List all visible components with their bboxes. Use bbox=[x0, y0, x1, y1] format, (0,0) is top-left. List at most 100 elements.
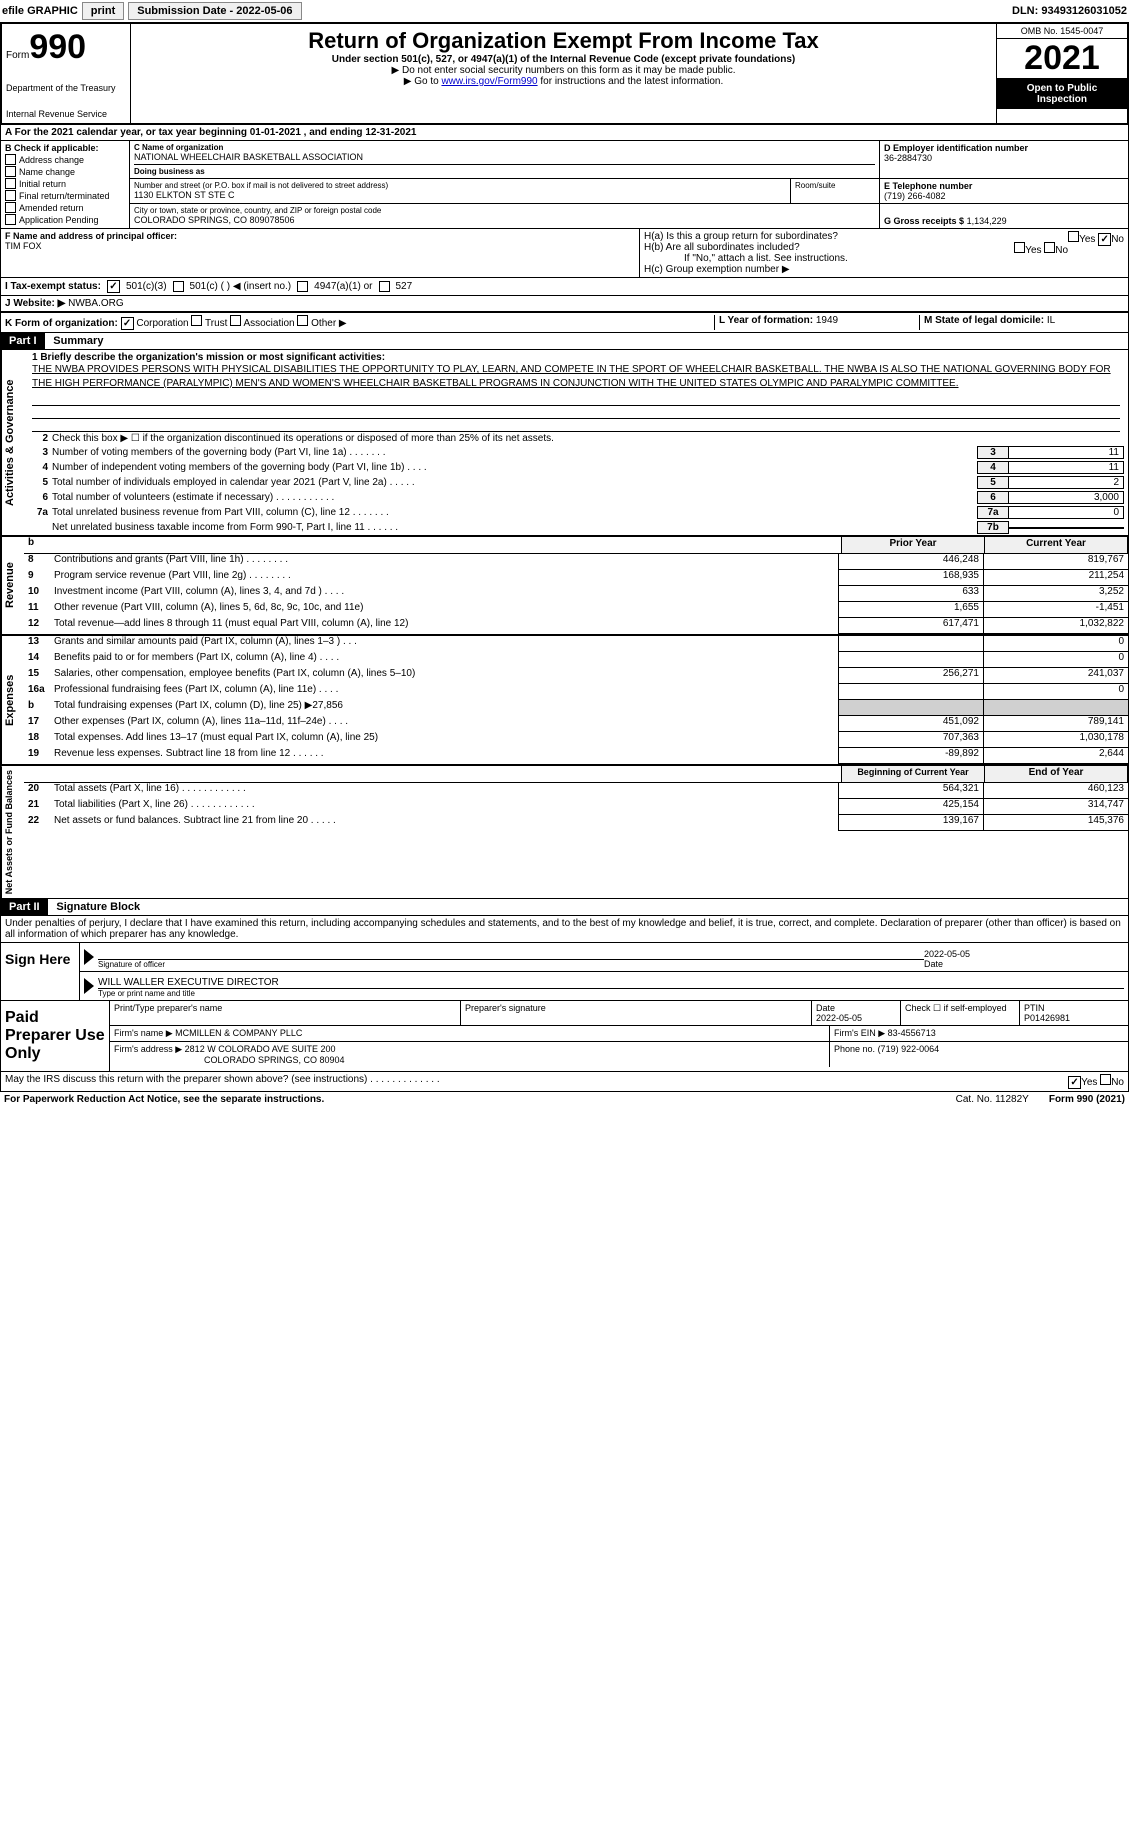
line-num: 20 bbox=[24, 783, 52, 799]
print-button[interactable]: print bbox=[82, 2, 124, 20]
dba-label: Doing business as bbox=[134, 167, 875, 176]
k-row: K Form of organization: ✓ Corporation Tr… bbox=[1, 312, 1128, 332]
street-value: 1130 ELKTON ST STE C bbox=[134, 190, 786, 200]
501c-checkbox[interactable] bbox=[173, 281, 184, 292]
l-label: L Year of formation: bbox=[719, 315, 813, 326]
officer-cell: F Name and address of principal officer:… bbox=[1, 229, 640, 277]
h-c-label: H(c) Group exemption number ▶ bbox=[644, 264, 1124, 275]
financial-line: bTotal fundraising expenses (Part IX, co… bbox=[24, 700, 1128, 716]
val-current: 819,767 bbox=[983, 554, 1128, 570]
line-desc: Other expenses (Part IX, column (A), lin… bbox=[52, 716, 838, 732]
pra-notice: For Paperwork Reduction Act Notice, see … bbox=[4, 1094, 936, 1105]
main-title: Return of Organization Exempt From Incom… bbox=[135, 28, 992, 54]
header-center: Return of Organization Exempt From Incom… bbox=[131, 24, 996, 123]
check-item: Final return/terminated bbox=[5, 190, 125, 201]
corp-checkbox[interactable]: ✓ bbox=[121, 317, 134, 330]
financial-line: 14Benefits paid to or for members (Part … bbox=[24, 652, 1128, 668]
website-row: J Website: ▶ NWBA.ORG bbox=[1, 296, 1128, 312]
hb-yes-checkbox[interactable] bbox=[1014, 242, 1025, 253]
line2: 2Check this box ▶ ☐ if the organization … bbox=[24, 432, 1128, 445]
line-box-num: 7b bbox=[977, 521, 1009, 534]
prep-phone-value: (719) 922-0064 bbox=[878, 1044, 940, 1054]
arrow-icon bbox=[84, 949, 94, 965]
declaration-text: Under penalties of perjury, I declare th… bbox=[1, 916, 1128, 942]
header-left: Form 990 Department of the Treasury Inte… bbox=[2, 24, 131, 123]
org-name: NATIONAL WHEELCHAIR BASKETBALL ASSOCIATI… bbox=[134, 152, 875, 162]
city-label: City or town, state or province, country… bbox=[134, 206, 875, 215]
prep-sig-label: Preparer's signature bbox=[461, 1001, 812, 1025]
other-checkbox[interactable] bbox=[297, 315, 308, 326]
city-cell: City or town, state or province, country… bbox=[130, 204, 880, 228]
line-num: 19 bbox=[24, 748, 52, 764]
ha-yes-checkbox[interactable] bbox=[1068, 231, 1079, 242]
trust-checkbox[interactable] bbox=[191, 315, 202, 326]
val-current: -1,451 bbox=[983, 602, 1128, 618]
financial-line: 11Other revenue (Part VIII, column (A), … bbox=[24, 602, 1128, 618]
prep-date-value: 2022-05-05 bbox=[816, 1013, 896, 1023]
val-prior: 139,167 bbox=[838, 815, 983, 831]
summary-line: 3Number of voting members of the governi… bbox=[24, 445, 1128, 460]
discuss-text: May the IRS discuss this return with the… bbox=[5, 1074, 1068, 1089]
paid-preparer-label: Paid Preparer Use Only bbox=[1, 1001, 109, 1071]
line-num: 13 bbox=[24, 636, 52, 652]
val-prior: -89,892 bbox=[838, 748, 983, 764]
checkbox[interactable] bbox=[5, 154, 16, 165]
line-box-val: 11 bbox=[1009, 461, 1124, 474]
blank-line-1 bbox=[32, 393, 1120, 406]
tax-status-row: I Tax-exempt status: ✓501(c)(3) 501(c) (… bbox=[1, 278, 1128, 296]
line-num: 9 bbox=[24, 570, 52, 586]
val-current: 460,123 bbox=[983, 783, 1128, 799]
checkbox[interactable] bbox=[5, 178, 16, 189]
line-desc: Total unrelated business revenue from Pa… bbox=[52, 507, 977, 518]
financial-line: 16aProfessional fundraising fees (Part I… bbox=[24, 684, 1128, 700]
line-num: 22 bbox=[24, 815, 52, 831]
assoc-checkbox[interactable] bbox=[230, 315, 241, 326]
line-desc: Professional fundraising fees (Part IX, … bbox=[52, 684, 838, 700]
firm-name-label: Firm's name ▶ bbox=[114, 1028, 173, 1038]
checkbox[interactable] bbox=[5, 166, 16, 177]
527-checkbox[interactable] bbox=[379, 281, 390, 292]
val-prior: 451,092 bbox=[838, 716, 983, 732]
discuss-yes-checkbox[interactable]: ✓ bbox=[1068, 1076, 1081, 1089]
line-num: 14 bbox=[24, 652, 52, 668]
4947-label: 4947(a)(1) or bbox=[314, 281, 372, 292]
line-box-num: 4 bbox=[977, 461, 1009, 474]
check-label: Amended return bbox=[19, 203, 84, 213]
val-prior: 564,321 bbox=[838, 783, 983, 799]
hb-no-checkbox[interactable] bbox=[1044, 242, 1055, 253]
val-current: 211,254 bbox=[983, 570, 1128, 586]
line-desc: Investment income (Part VIII, column (A)… bbox=[52, 586, 838, 602]
val-prior: 633 bbox=[838, 586, 983, 602]
line2-desc: Check this box ▶ ☐ if the organization d… bbox=[52, 433, 1124, 444]
no-label: No bbox=[1111, 234, 1124, 245]
line-desc: Program service revenue (Part VIII, line… bbox=[52, 570, 838, 586]
line-num: 4 bbox=[28, 462, 52, 473]
dln-label: DLN: 93493126031052 bbox=[1012, 5, 1127, 17]
val-current: 314,747 bbox=[983, 799, 1128, 815]
line-desc: Net assets or fund balances. Subtract li… bbox=[52, 815, 838, 831]
irs-link[interactable]: www.irs.gov/Form990 bbox=[441, 76, 537, 87]
form-word: Form bbox=[6, 50, 29, 61]
checkbox[interactable] bbox=[5, 214, 16, 225]
501c3-checkbox[interactable]: ✓ bbox=[107, 280, 120, 293]
check-item: Amended return bbox=[5, 202, 125, 213]
h-a-label: H(a) Is this a group return for subordin… bbox=[644, 231, 838, 242]
submission-date-button[interactable]: Submission Date - 2022-05-06 bbox=[128, 2, 301, 20]
line-box-val: 3,000 bbox=[1009, 491, 1124, 504]
val-current: 0 bbox=[983, 684, 1128, 700]
firm-addr-label: Firm's address ▶ bbox=[114, 1044, 182, 1054]
4947-checkbox[interactable] bbox=[297, 281, 308, 292]
irs-label: Internal Revenue Service bbox=[6, 109, 126, 119]
line-num: b bbox=[24, 700, 52, 716]
tax-year: 2021 bbox=[997, 39, 1127, 79]
val-prior: 425,154 bbox=[838, 799, 983, 815]
ha-no-checkbox[interactable]: ✓ bbox=[1098, 233, 1111, 246]
line-num: 6 bbox=[28, 492, 52, 503]
checkbox[interactable] bbox=[5, 202, 16, 213]
line-num: 12 bbox=[24, 618, 52, 634]
corp-label: Corporation bbox=[136, 318, 188, 329]
line-num: 15 bbox=[24, 668, 52, 684]
discuss-no-checkbox[interactable] bbox=[1100, 1074, 1111, 1085]
trust-label: Trust bbox=[205, 318, 227, 329]
checkbox[interactable] bbox=[5, 190, 16, 201]
